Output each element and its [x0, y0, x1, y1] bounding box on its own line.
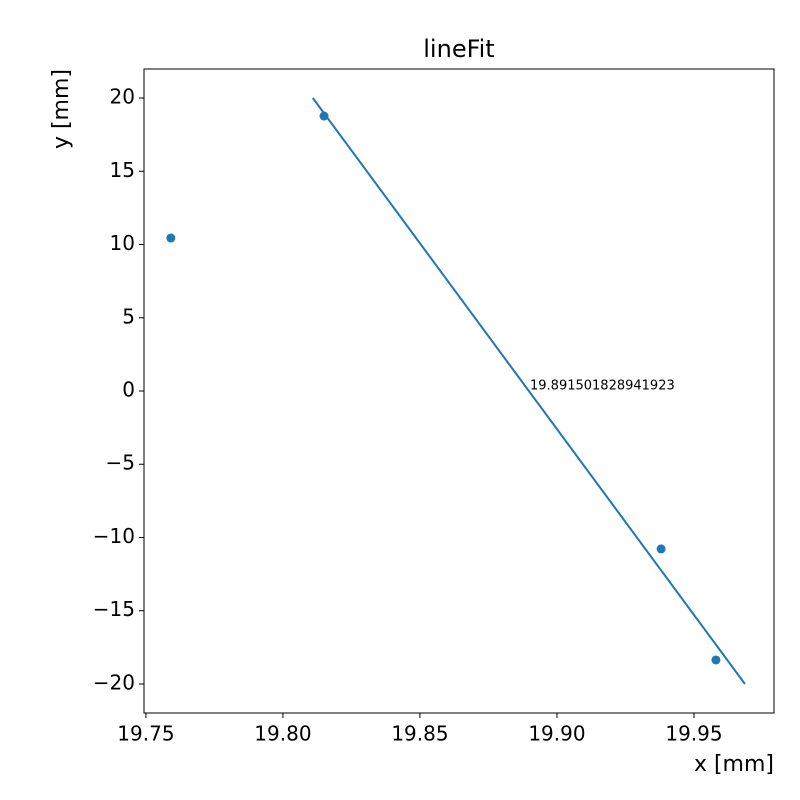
x-tick-label: 19.80: [254, 722, 311, 746]
y-tick-label: 15: [110, 158, 135, 182]
y-tick-label: −20: [93, 670, 135, 694]
y-tick-label: 0: [122, 378, 135, 402]
point: [319, 111, 329, 121]
x-tick-label: 19.95: [665, 722, 722, 746]
plot-frame: [143, 68, 775, 714]
y-tick-label: 10: [110, 231, 135, 255]
point: [656, 544, 666, 554]
point: [711, 655, 721, 665]
x-tick-label: 19.75: [117, 722, 174, 746]
chart-title: lineFit: [423, 35, 494, 63]
annotation: 19.891501828941923: [530, 379, 675, 394]
x-tick-label: 19.85: [391, 722, 448, 746]
fit-line: [311, 97, 746, 685]
y-tick-label: −15: [93, 597, 135, 621]
x-axis-label: x [mm]: [694, 752, 774, 777]
y-axis-label: y [mm]: [49, 69, 74, 149]
y-tick-label: 20: [110, 85, 135, 109]
y-tick-label: −10: [93, 524, 135, 548]
x-tick-label: 19.90: [528, 722, 585, 746]
point: [166, 233, 176, 243]
y-tick-label: −5: [106, 451, 135, 475]
y-tick-label: 5: [122, 304, 135, 328]
